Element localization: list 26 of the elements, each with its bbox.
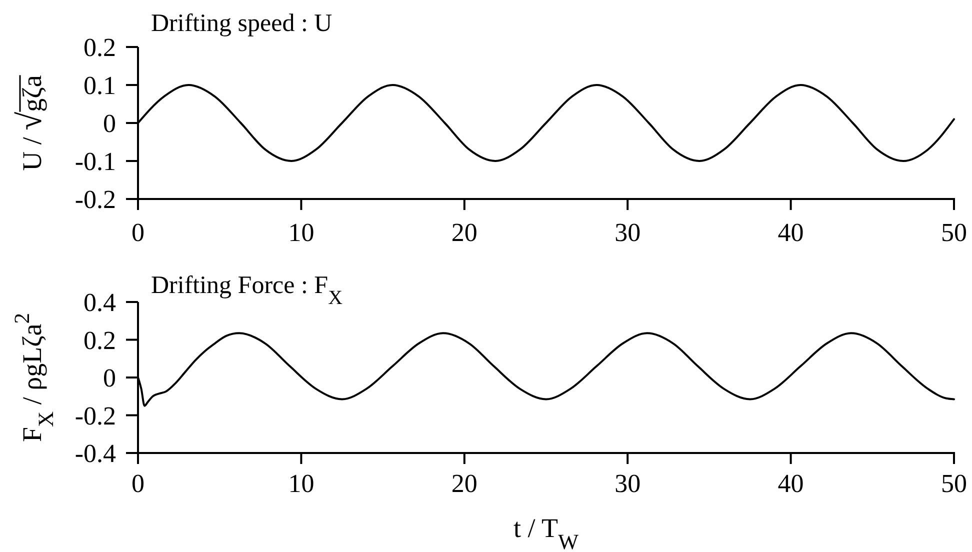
x-tick-label: 50 [941,469,967,498]
y-tick-label: -0.2 [74,185,116,214]
y-axis-title: U / √gζa [12,75,49,171]
chart-title: Drifting speed : U [151,10,332,37]
y-tick-label: 0.2 [84,33,116,62]
y-tick-label: -0.2 [74,401,116,430]
x-axis-title: t / T$_{W}$ [514,513,580,552]
y-tick-label: 0 [103,364,116,393]
x-tick-label: 20 [451,218,478,247]
y-tick-label: 0.1 [84,71,116,100]
y-tick-label: 0.2 [84,326,116,355]
chart-title: Drifting Force : F$_{X}$ [151,272,344,309]
x-tick-label: 0 [132,218,144,247]
x-tick-label: 10 [288,218,314,247]
y-tick-label: -0.4 [74,439,116,468]
x-tick-label: 30 [614,469,641,498]
x-tick-label: 10 [288,469,314,498]
y-tick-label: 0 [103,109,116,138]
x-tick-label: 30 [614,218,641,247]
x-tick-label: 40 [778,218,804,247]
x-tick-label: 50 [941,218,967,247]
x-tick-label: 0 [132,469,144,498]
y-tick-label: 0.4 [84,288,116,318]
x-tick-label: 20 [451,469,478,498]
y-tick-label: -0.1 [74,147,116,176]
x-tick-label: 40 [778,469,804,498]
